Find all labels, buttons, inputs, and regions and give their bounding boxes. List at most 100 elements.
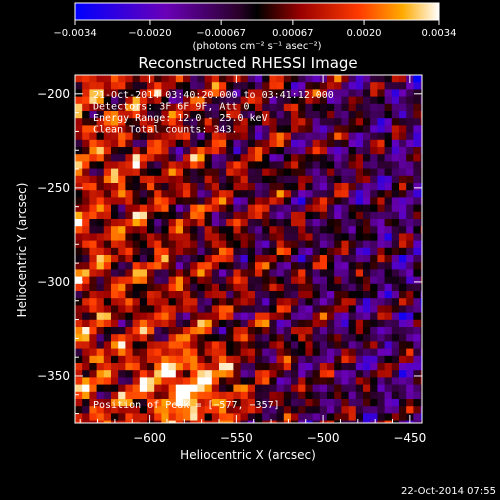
heatmap-cell xyxy=(183,139,191,148)
heatmap-cell xyxy=(82,312,90,321)
heatmap-cell xyxy=(111,226,119,234)
heatmap-cell xyxy=(89,363,97,371)
heatmap-cell xyxy=(118,139,126,148)
heatmap-cell xyxy=(219,276,227,285)
heatmap-cell xyxy=(190,391,198,400)
heatmap-cell xyxy=(183,391,191,400)
heatmap-cell xyxy=(139,420,148,423)
heatmap-cell xyxy=(154,197,162,205)
heatmap-cell xyxy=(161,305,169,313)
heatmap-cell xyxy=(132,399,141,407)
heatmap-cell xyxy=(413,75,421,83)
heatmap-cell xyxy=(406,391,414,400)
heatmap-cell xyxy=(319,247,328,256)
heatmap-cell xyxy=(197,75,205,83)
heatmap-cell xyxy=(255,348,263,357)
heatmap-cell xyxy=(154,377,162,385)
heatmap-cell xyxy=(226,283,234,292)
heatmap-cell xyxy=(327,384,335,393)
heatmap-cell xyxy=(183,255,191,263)
heatmap-cell xyxy=(190,147,198,155)
x-axis: −600 −550 −500 −450 xyxy=(79,75,426,445)
heatmap-cell xyxy=(312,399,321,407)
heatmap-cell xyxy=(161,89,169,97)
heatmap-cell xyxy=(262,255,270,263)
heatmap-cell xyxy=(219,197,227,205)
heatmap-cell xyxy=(168,283,177,292)
heatmap-cell xyxy=(103,139,112,148)
heatmap-cell xyxy=(384,341,393,349)
heatmap-cell xyxy=(175,370,184,378)
heatmap-cell xyxy=(276,89,285,97)
heatmap-cell xyxy=(269,420,277,423)
heatmap-cell xyxy=(370,363,378,371)
heatmap-cell xyxy=(240,233,249,241)
heatmap-cell xyxy=(226,319,234,328)
heatmap-cell xyxy=(355,204,364,213)
heatmap-cell xyxy=(406,305,414,313)
heatmap-cell xyxy=(118,168,126,177)
heatmap-cell xyxy=(334,370,342,378)
heatmap-cell xyxy=(262,175,270,184)
heatmap-cell xyxy=(327,125,335,133)
heatmap-cell xyxy=(298,219,306,227)
heatmap-cell xyxy=(139,355,148,364)
heatmap-cell xyxy=(118,319,126,328)
heatmap-cell xyxy=(341,399,349,407)
heatmap-cell xyxy=(139,147,148,155)
heatmap-cell xyxy=(147,420,155,423)
heatmap-cell xyxy=(82,125,90,133)
heatmap-cell xyxy=(262,348,270,357)
colorbar-tick-label: −0.0020 xyxy=(128,28,171,39)
heatmap-cell xyxy=(96,327,105,335)
heatmap-cell xyxy=(111,305,119,313)
heatmap-cell xyxy=(161,103,169,112)
heatmap-cell xyxy=(226,211,234,220)
heatmap-cell xyxy=(96,370,105,378)
heatmap-cell xyxy=(269,183,277,191)
heatmap-cell xyxy=(168,384,177,393)
heatmap-cell xyxy=(168,334,177,342)
heatmap-cell xyxy=(96,197,105,205)
heatmap-cell xyxy=(399,111,407,119)
heatmap-cell xyxy=(111,269,119,277)
heatmap-cell xyxy=(391,190,400,198)
heatmap-cell xyxy=(420,147,422,155)
heatmap-cell xyxy=(255,276,263,285)
heatmap-cell xyxy=(118,96,126,105)
heatmap-cell xyxy=(283,370,292,378)
peak-position-label: Position of Peak = [−577, −357] xyxy=(93,400,280,411)
heatmap-cell xyxy=(168,413,177,421)
heatmap-cell xyxy=(233,370,241,378)
heatmap-cell xyxy=(211,161,220,169)
heatmap-cell xyxy=(226,183,234,191)
heatmap-cell xyxy=(370,312,378,321)
heatmap-cell xyxy=(312,139,321,148)
heatmap-cell xyxy=(103,283,112,292)
heatmap-cell xyxy=(125,175,133,184)
heatmap-cell xyxy=(348,283,357,292)
heatmap-cell xyxy=(255,355,263,364)
heatmap-cell xyxy=(139,132,148,141)
heatmap-cell xyxy=(118,197,126,205)
heatmap-cell xyxy=(262,219,270,227)
heatmap-cell xyxy=(139,183,148,191)
heatmap-cell xyxy=(219,334,227,342)
heatmap-cell xyxy=(168,154,177,162)
heatmap-cell xyxy=(269,240,277,249)
heatmap-cell xyxy=(269,283,277,292)
heatmap-cell xyxy=(161,147,169,155)
heatmap-cell xyxy=(183,341,191,349)
heatmap-cell xyxy=(190,226,198,234)
heatmap-cell xyxy=(391,319,400,328)
heatmap-cell xyxy=(413,391,421,400)
heatmap-cell xyxy=(211,139,220,148)
heatmap-cell xyxy=(190,111,198,119)
heatmap-cell xyxy=(147,399,155,407)
heatmap-cell xyxy=(161,139,169,148)
heatmap-cell xyxy=(406,262,414,270)
heatmap-cell xyxy=(154,291,162,299)
heatmap-cell xyxy=(420,190,422,198)
heatmap-cell xyxy=(75,283,83,292)
heatmap-cell xyxy=(204,406,213,414)
